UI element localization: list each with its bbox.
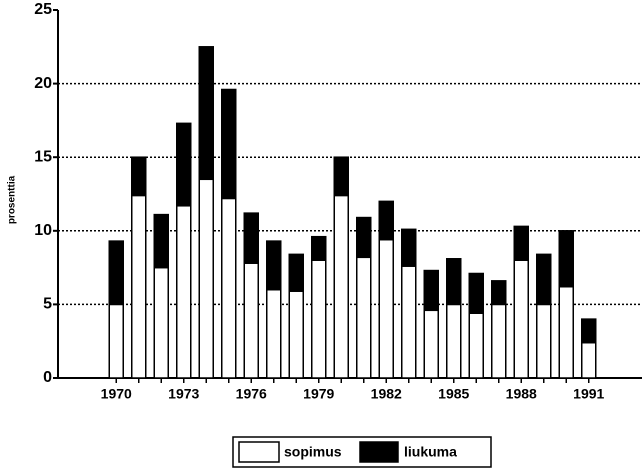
legend-label: sopimus (284, 444, 342, 460)
bar-segment (423, 269, 439, 312)
bar-segment (176, 205, 192, 379)
bar-segment (536, 253, 552, 306)
bar-segment (266, 288, 282, 379)
bar-segment (221, 197, 237, 379)
x-tick-label: 1982 (371, 386, 402, 402)
bar-segment (581, 318, 597, 344)
bar-segment (288, 253, 304, 292)
bar-segment (446, 258, 462, 306)
y-tick-label: 25 (34, 1, 52, 18)
legend-swatch (238, 441, 280, 463)
bar-segment (558, 230, 574, 288)
x-tick-label: 1988 (506, 386, 537, 402)
bar-segment (446, 303, 462, 379)
x-tick-label: 1985 (438, 386, 469, 402)
bar-segment (491, 280, 507, 306)
y-tick-label: 15 (34, 148, 52, 165)
bar-segment (536, 303, 552, 379)
bar-segment (401, 265, 417, 379)
bar-segment (558, 285, 574, 379)
bar-segment (356, 256, 372, 379)
bar-segment (198, 46, 214, 181)
bar-segment (333, 156, 349, 197)
bar-segment (491, 303, 507, 379)
x-tick-label: 1970 (101, 386, 132, 402)
x-tick-label: 1991 (573, 386, 604, 402)
x-tick-label: 1976 (236, 386, 267, 402)
bar-segment (333, 194, 349, 379)
bar-segment (108, 240, 124, 306)
legend-swatch (359, 441, 399, 463)
bar-segment (153, 213, 169, 269)
x-tick-label: 1973 (168, 386, 199, 402)
bar-segment (153, 266, 169, 379)
y-axis-label: prosenttia (7, 175, 18, 224)
bar-segment (378, 200, 394, 241)
y-tick-label: 0 (43, 369, 52, 386)
bar-segment (176, 122, 192, 207)
bar-segment (468, 272, 484, 314)
legend-label: liukuma (404, 444, 457, 460)
bar-segment (311, 235, 327, 261)
bar-segment (131, 156, 147, 197)
bar-segment (513, 259, 529, 379)
bar-segment (356, 216, 372, 259)
bar-segment (243, 212, 259, 264)
bar-segment (311, 259, 327, 379)
y-tick-label: 10 (34, 222, 52, 239)
bar-segment (198, 178, 214, 379)
bar-segment (378, 238, 394, 379)
bar-segment (423, 309, 439, 379)
bar-segment (468, 312, 484, 379)
y-tick-label: 20 (34, 75, 52, 92)
bar-segment (266, 240, 282, 291)
bar-segment (288, 290, 304, 379)
x-tick-label: 1979 (303, 386, 334, 402)
bar-segment (513, 225, 529, 261)
bar-segment (131, 194, 147, 379)
bar-segment (581, 341, 597, 379)
bar-segment (243, 262, 259, 379)
bar-segment (221, 88, 237, 200)
y-tick-label: 5 (43, 296, 52, 313)
bar-segment (108, 303, 124, 379)
bar-segment (401, 228, 417, 267)
